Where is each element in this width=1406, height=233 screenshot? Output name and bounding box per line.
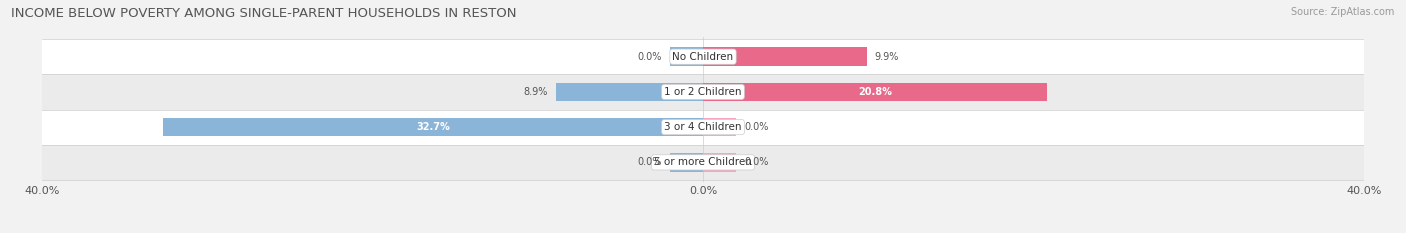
Bar: [42, 39, 1364, 74]
Bar: [163, 118, 703, 136]
Text: 1 or 2 Children: 1 or 2 Children: [664, 87, 742, 97]
Text: 0.0%: 0.0%: [637, 157, 662, 167]
Bar: [42, 110, 1364, 145]
Text: 5 or more Children: 5 or more Children: [654, 157, 752, 167]
Bar: [703, 153, 737, 171]
Text: INCOME BELOW POVERTY AMONG SINGLE-PARENT HOUSEHOLDS IN RESTON: INCOME BELOW POVERTY AMONG SINGLE-PARENT…: [11, 7, 517, 20]
Text: 0.0%: 0.0%: [744, 157, 769, 167]
Bar: [42, 145, 1364, 180]
Bar: [42, 74, 1364, 110]
Bar: [555, 83, 703, 101]
Text: 0.0%: 0.0%: [744, 122, 769, 132]
Text: 20.8%: 20.8%: [858, 87, 891, 97]
Text: No Children: No Children: [672, 52, 734, 62]
Text: 3 or 4 Children: 3 or 4 Children: [664, 122, 742, 132]
Bar: [703, 83, 1046, 101]
Bar: [669, 48, 703, 66]
Bar: [703, 118, 737, 136]
Bar: [703, 48, 866, 66]
Text: 8.9%: 8.9%: [523, 87, 548, 97]
Text: 32.7%: 32.7%: [416, 122, 450, 132]
Bar: [669, 153, 703, 171]
Text: 9.9%: 9.9%: [875, 52, 900, 62]
Text: Source: ZipAtlas.com: Source: ZipAtlas.com: [1291, 7, 1395, 17]
Text: 0.0%: 0.0%: [637, 52, 662, 62]
